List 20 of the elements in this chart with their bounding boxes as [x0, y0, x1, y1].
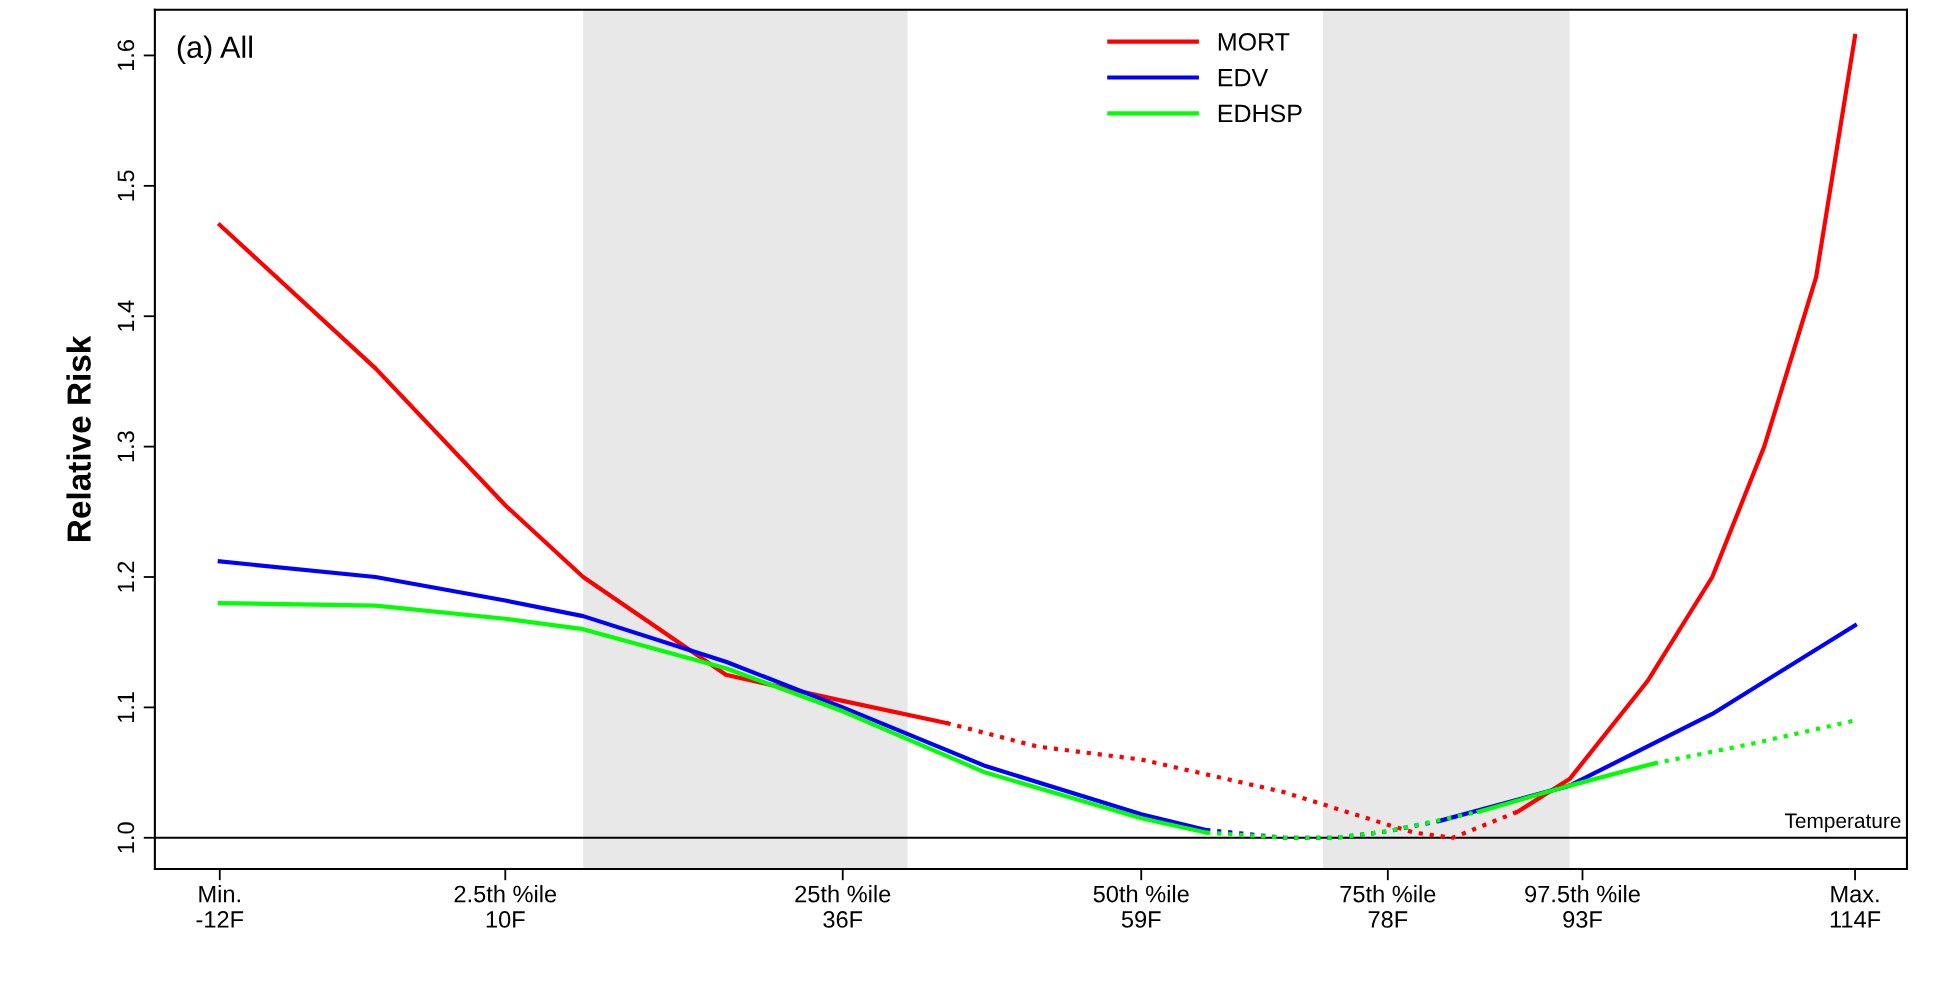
legend-label: MORT — [1218, 32, 1290, 51]
y-tick-label: 1.5 — [117, 170, 135, 201]
y-tick-label: 1.3 — [117, 431, 135, 462]
y-axis-title: Relative Risk — [66, 335, 91, 541]
x-tick-label: 50th %ile 59F — [1093, 885, 1189, 928]
x-tick-label: Min. -12F — [196, 885, 244, 928]
x-tick-label: 2.5th %ile 10F — [454, 885, 557, 928]
x-tick-label: Max. 114F — [1830, 885, 1881, 928]
y-tick-label: 1.4 — [117, 300, 135, 331]
y-tick-label: 1.2 — [117, 561, 135, 592]
legend-label: EDHSP — [1218, 104, 1302, 123]
y-tick-label: 1.0 — [117, 822, 135, 853]
legend-label: EDV — [1218, 69, 1269, 87]
y-tick-label: 1.6 — [117, 40, 135, 71]
x-tick-label: 97.5th %ile 93F — [1525, 885, 1640, 928]
annotation: (a) All — [177, 35, 252, 65]
ref-line-label: Temperature — [1784, 813, 1901, 833]
x-tick-label: 25th %ile 36F — [795, 885, 891, 928]
y-tick-label: 1.1 — [117, 692, 135, 722]
x-tick-label: 75th %ile 78F — [1340, 885, 1436, 928]
